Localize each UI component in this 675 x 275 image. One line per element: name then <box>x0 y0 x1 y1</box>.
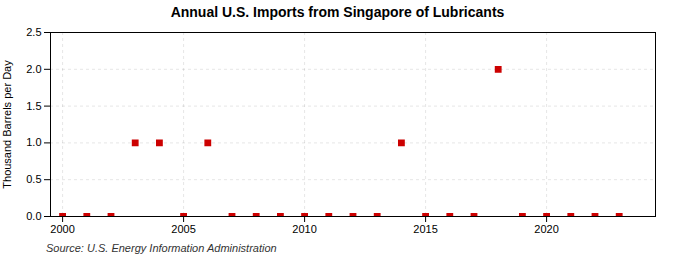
html-text:Source: U.S. Energy Informatio: Source: U.S. Energy Information Administ… <box>46 242 277 254</box>
svg-text:1.5: 1.5 <box>26 100 41 112</box>
svg-text:2015: 2015 <box>413 223 437 235</box>
svg-text:1.0: 1.0 <box>26 136 41 148</box>
svg-text:2005: 2005 <box>171 223 195 235</box>
svg-text:0.0: 0.0 <box>26 210 41 222</box>
html-text:Annual U.S. Imports from Singa: Annual U.S. Imports from Singapore of Lu… <box>170 4 505 20</box>
svg-text:2010: 2010 <box>292 223 316 235</box>
svg-text:0.5: 0.5 <box>26 173 41 185</box>
svg-text:Thousand Barrels per Day: Thousand Barrels per Day <box>1 60 13 189</box>
svg-text:2.5: 2.5 <box>26 26 41 38</box>
svg-text:2000: 2000 <box>50 223 74 235</box>
svg-text:2.0: 2.0 <box>26 63 41 75</box>
svg-text:2020: 2020 <box>534 223 558 235</box>
